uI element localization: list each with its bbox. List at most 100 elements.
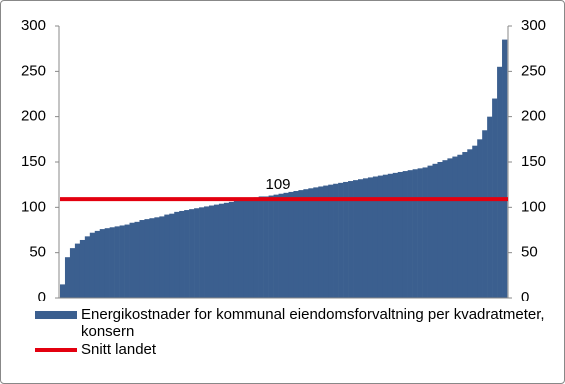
bar — [278, 193, 284, 298]
bar — [343, 181, 349, 298]
y2-tick-label: 200 — [521, 108, 546, 125]
legend-swatch — [35, 348, 77, 352]
bar — [447, 158, 453, 298]
average-label: 109 — [265, 176, 290, 193]
bar — [79, 239, 86, 298]
bar — [457, 154, 463, 298]
bar — [427, 165, 433, 298]
bar — [313, 187, 319, 298]
bar — [353, 180, 359, 298]
y2-tick-label: 0 — [521, 289, 529, 301]
bar — [169, 213, 175, 298]
bar — [412, 169, 418, 298]
bar — [303, 189, 309, 298]
bar — [502, 39, 508, 298]
y-tick-label: 300 — [21, 17, 46, 34]
bar — [238, 200, 245, 298]
bar — [437, 162, 443, 298]
bar — [64, 257, 71, 298]
bar — [482, 130, 488, 298]
bar — [223, 202, 230, 298]
bar — [194, 208, 200, 298]
legend-label: Energikostnader for kommunal eiendomsfor… — [81, 306, 545, 340]
bar — [467, 149, 473, 298]
bar — [273, 194, 279, 298]
bar — [114, 226, 120, 298]
bar — [397, 171, 403, 298]
bar — [159, 216, 165, 298]
bar — [204, 206, 210, 298]
bar — [417, 168, 423, 298]
bar — [288, 191, 294, 298]
bar — [362, 178, 369, 298]
bar — [139, 220, 145, 298]
bar — [154, 217, 160, 298]
legend-label: Snitt landet — [81, 341, 157, 358]
bar — [60, 284, 66, 298]
bar — [233, 200, 240, 298]
bar — [243, 199, 250, 298]
bar — [218, 203, 225, 298]
bar — [452, 156, 458, 298]
y-tick-label: 50 — [29, 244, 46, 261]
y-tick-label: 250 — [21, 62, 46, 79]
y-tick-label: 0 — [38, 289, 46, 301]
y2-tick-label: 300 — [521, 17, 546, 34]
bar — [377, 175, 384, 298]
bar — [338, 182, 344, 298]
bar — [89, 232, 96, 298]
bar — [189, 209, 195, 298]
bar — [134, 221, 140, 298]
bar — [144, 219, 150, 298]
y2-tick-label: 250 — [521, 62, 546, 79]
bar — [477, 139, 483, 298]
bar — [99, 229, 105, 298]
y-tick-label: 100 — [21, 198, 46, 215]
bar — [253, 197, 259, 298]
bar — [119, 225, 125, 298]
bar — [213, 204, 220, 298]
y2-tick-label: 50 — [521, 244, 538, 261]
bar — [84, 236, 91, 298]
bar — [392, 172, 399, 298]
bar — [372, 176, 379, 298]
y2-tick-label: 150 — [521, 153, 546, 170]
bar — [109, 227, 115, 298]
bar — [348, 181, 354, 298]
bar — [179, 210, 185, 298]
bar — [263, 196, 269, 298]
bar — [407, 170, 413, 298]
y-tick-label: 200 — [21, 108, 46, 125]
bar — [184, 210, 190, 298]
bar — [328, 184, 334, 298]
bar — [199, 207, 205, 298]
bar — [124, 224, 130, 298]
bar — [487, 116, 493, 299]
bar — [149, 218, 155, 298]
bar — [497, 66, 503, 298]
bar — [174, 211, 180, 298]
bar — [333, 183, 339, 298]
bar — [402, 171, 408, 298]
bar — [472, 145, 478, 298]
bar — [387, 173, 394, 298]
bar — [129, 222, 135, 298]
bar — [308, 188, 314, 298]
bar — [228, 201, 235, 298]
bar — [258, 196, 264, 298]
y-tick-label: 150 — [21, 153, 46, 170]
bar — [293, 191, 299, 298]
bar — [432, 163, 438, 298]
bar — [462, 152, 468, 298]
bar — [69, 248, 76, 298]
bar — [74, 243, 81, 298]
bar — [323, 185, 329, 298]
bar — [94, 230, 101, 298]
bar — [367, 177, 374, 298]
bar — [358, 179, 364, 298]
bar — [268, 195, 274, 298]
bar — [104, 228, 110, 298]
bar — [298, 190, 304, 298]
bar — [283, 192, 289, 298]
